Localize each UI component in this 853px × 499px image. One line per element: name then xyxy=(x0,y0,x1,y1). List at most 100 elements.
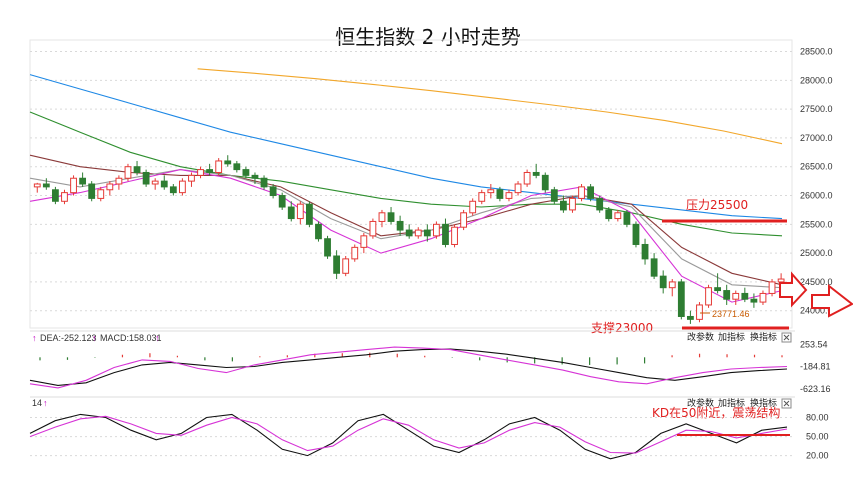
candle-body xyxy=(160,180,168,188)
candle-body xyxy=(342,258,350,274)
candle-body xyxy=(623,212,631,225)
candle-body xyxy=(741,292,749,300)
candle-body xyxy=(387,212,395,222)
candle-body xyxy=(133,166,141,173)
price-axis: 28500.0 28000.0 27500.0 27000.0 26500.0 26000… xyxy=(800,47,833,316)
candle-body xyxy=(668,281,676,289)
candle-body xyxy=(768,281,776,294)
candle-body xyxy=(514,183,522,194)
moving-average-line xyxy=(197,68,783,145)
hollow-right-arrow-icon xyxy=(811,283,853,318)
macd-plot xyxy=(29,346,788,389)
macd-line xyxy=(29,346,788,389)
macd-header-arrow: ↑ xyxy=(92,333,97,343)
candle-body xyxy=(414,229,422,237)
candle-body xyxy=(750,298,758,303)
candle-body xyxy=(469,200,477,214)
candle-body xyxy=(215,160,223,173)
macd-value: MACD:158.031 xyxy=(100,333,162,343)
resistance-label: 压力25500 xyxy=(686,198,748,212)
candle-body xyxy=(33,183,41,188)
candle-body xyxy=(596,197,604,211)
candle-body xyxy=(759,292,767,303)
candle-body xyxy=(251,174,259,179)
candle-body xyxy=(632,223,640,245)
candle-body xyxy=(224,160,232,165)
y-tick-label: 27000.0 xyxy=(800,133,833,143)
candle-body xyxy=(686,315,694,320)
kd-tick-label: 20.00 xyxy=(806,451,829,461)
moving-averages xyxy=(29,68,783,303)
d-line xyxy=(29,415,788,454)
kd-annotation: KD在50附近，震荡结构 xyxy=(652,405,780,420)
candlesticks xyxy=(33,155,785,324)
candle-body xyxy=(659,275,667,289)
kd-period: 14 xyxy=(32,398,42,408)
candle-body xyxy=(378,212,386,222)
kd-plot xyxy=(29,413,788,460)
candle-body xyxy=(233,163,241,171)
macd-switch-indicator-button[interactable]: 换指标 xyxy=(750,331,777,343)
candle-body xyxy=(88,183,96,199)
close-icon[interactable] xyxy=(781,398,792,409)
candle-body xyxy=(351,246,359,260)
candle-body xyxy=(777,278,785,283)
candle-body xyxy=(260,177,268,188)
candle-body xyxy=(333,255,341,274)
candle-body xyxy=(151,180,159,185)
candle-body xyxy=(269,186,277,197)
macd-header-arrow: ↑ xyxy=(32,333,37,343)
kd-switch-indicator-button[interactable]: 换指标 xyxy=(750,397,777,409)
moving-average-line xyxy=(29,169,783,303)
candle-body xyxy=(315,223,322,240)
candle-body xyxy=(578,186,585,199)
candle-body xyxy=(369,220,377,237)
y-tick-label: 27500.0 xyxy=(800,104,833,114)
hollow-right-arrow-icon xyxy=(779,271,808,308)
close-icon[interactable] xyxy=(781,332,792,343)
candle-body xyxy=(696,304,703,320)
candle-body xyxy=(432,223,440,237)
y-tick-label: 24000.0 xyxy=(800,306,833,316)
candle-body xyxy=(142,171,150,185)
candle-body xyxy=(51,189,59,202)
macd-change-params-button[interactable]: 改参数 xyxy=(687,331,714,343)
candle-body xyxy=(324,238,331,257)
candle-body xyxy=(124,166,132,179)
kd-axis: 80.00 50.00 20.00 xyxy=(30,413,829,461)
y-tick-label: 25500.0 xyxy=(800,219,833,229)
candle-body xyxy=(106,183,114,191)
candle-body xyxy=(42,183,50,188)
macd-header-arrow: ↑ xyxy=(155,333,160,343)
support-label: 支撑23000 xyxy=(591,320,653,335)
candle-body xyxy=(587,186,595,199)
kd-add-indicator-button[interactable]: 加指标 xyxy=(718,397,745,409)
candle-body xyxy=(714,287,722,292)
macd-add-indicator-button[interactable]: 加指标 xyxy=(718,331,745,343)
macd-axis: 253.54 -184.81 -623.16 xyxy=(800,339,831,394)
candle-body xyxy=(523,171,531,185)
candle-body xyxy=(460,212,468,228)
candle-body xyxy=(569,197,576,211)
candle-body xyxy=(532,171,540,176)
macd-header: ↑ DEA:-252.123 ↑ MACD:158.031 ↑ xyxy=(32,333,162,343)
y-tick-label: 24500.0 xyxy=(800,277,833,287)
candle-body xyxy=(405,229,413,237)
dea-line xyxy=(29,348,788,386)
candle-body xyxy=(360,235,368,248)
candle-body xyxy=(550,189,558,202)
kd-header-arrow: ↑ xyxy=(43,398,48,408)
y-tick-label: 28500.0 xyxy=(800,47,833,57)
candle-body xyxy=(178,180,186,194)
moving-average-line xyxy=(29,111,783,237)
candle-body xyxy=(79,177,87,185)
candle-body xyxy=(70,177,77,194)
candle-body xyxy=(97,189,105,199)
low-price-label: 23771.46 xyxy=(712,309,750,319)
candle-body xyxy=(541,174,549,191)
k-line xyxy=(29,413,788,460)
dea-value: DEA:-252.123 xyxy=(40,333,97,343)
candle-body xyxy=(206,169,214,173)
kd-change-params-button[interactable]: 改参数 xyxy=(687,397,714,409)
chart-title: 恒生指数 2 小时走势 xyxy=(335,25,520,49)
